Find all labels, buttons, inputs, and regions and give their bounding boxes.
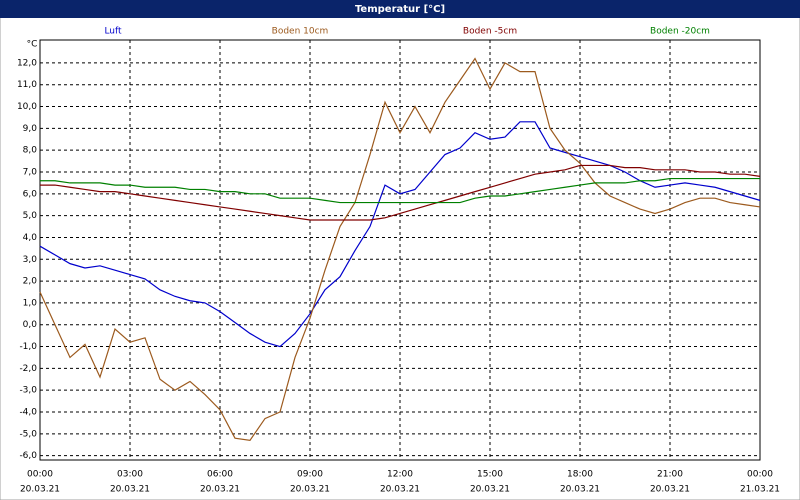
y-tick-label: 12,0 bbox=[17, 58, 37, 68]
y-tick-label: -1,0 bbox=[19, 342, 37, 352]
x-tick-date: 20.03.21 bbox=[380, 485, 420, 495]
y-tick-label: -5,0 bbox=[19, 429, 37, 439]
x-tick-date: 20.03.21 bbox=[470, 485, 510, 495]
title-bar bbox=[0, 0, 800, 18]
x-tick-date: 20.03.21 bbox=[290, 485, 330, 495]
y-tick-label: 5,0 bbox=[23, 211, 38, 221]
x-tick-label: 06:00 bbox=[207, 470, 233, 480]
series-line bbox=[39, 57, 761, 442]
x-tick-label: 15:00 bbox=[477, 470, 503, 480]
x-tick-date: 20.03.21 bbox=[650, 485, 690, 495]
x-tick-label: 03:00 bbox=[117, 470, 143, 480]
x-tick-label: 21:00 bbox=[657, 470, 683, 480]
chart-title: Temperatur [°C] bbox=[355, 4, 445, 15]
series-line bbox=[40, 177, 760, 204]
y-tick-label: 9,0 bbox=[23, 124, 38, 134]
y-tick-label: 7,0 bbox=[23, 168, 38, 178]
x-tick-date: 20.03.21 bbox=[560, 485, 600, 495]
x-tick-label: 09:00 bbox=[297, 470, 323, 480]
legend-entry: Boden -5cm bbox=[463, 27, 517, 37]
legend-entry: Boden -20cm bbox=[650, 27, 710, 37]
x-tick-date: 21.03.21 bbox=[740, 485, 780, 495]
y-tick-label: 10,0 bbox=[17, 102, 37, 112]
y-tick-label: 0,0 bbox=[23, 320, 38, 330]
y-tick-label: 3,0 bbox=[23, 255, 38, 265]
y-tick-label: -3,0 bbox=[19, 386, 37, 396]
x-tick-date: 20.03.21 bbox=[20, 485, 60, 495]
legend-entry: Boden 10cm bbox=[272, 27, 329, 37]
x-tick-label: 00:00 bbox=[27, 470, 53, 480]
x-tick-label: 00:00 bbox=[747, 470, 773, 480]
y-tick-label: 11,0 bbox=[17, 80, 37, 90]
x-tick-label: 12:00 bbox=[387, 470, 413, 480]
y-tick-label: 1,0 bbox=[23, 298, 38, 308]
y-tick-label: 6,0 bbox=[23, 189, 38, 199]
y-tick-label: -2,0 bbox=[19, 364, 37, 374]
series-line bbox=[40, 164, 761, 221]
x-tick-label: 18:00 bbox=[567, 470, 593, 480]
y-tick-label: 2,0 bbox=[23, 277, 38, 287]
x-tick-date: 20.03.21 bbox=[110, 485, 150, 495]
legend-entry: Luft bbox=[104, 27, 122, 37]
y-tick-label: -4,0 bbox=[19, 408, 37, 418]
y-tick-label: 8,0 bbox=[23, 146, 38, 156]
y-tick-label: 4,0 bbox=[23, 233, 38, 243]
y-tick-label: -6,0 bbox=[19, 451, 37, 461]
x-tick-date: 20.03.21 bbox=[200, 485, 240, 495]
y-unit: °C bbox=[27, 40, 38, 50]
